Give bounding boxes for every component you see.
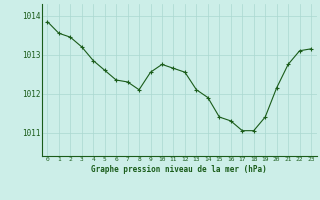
X-axis label: Graphe pression niveau de la mer (hPa): Graphe pression niveau de la mer (hPa): [91, 165, 267, 174]
